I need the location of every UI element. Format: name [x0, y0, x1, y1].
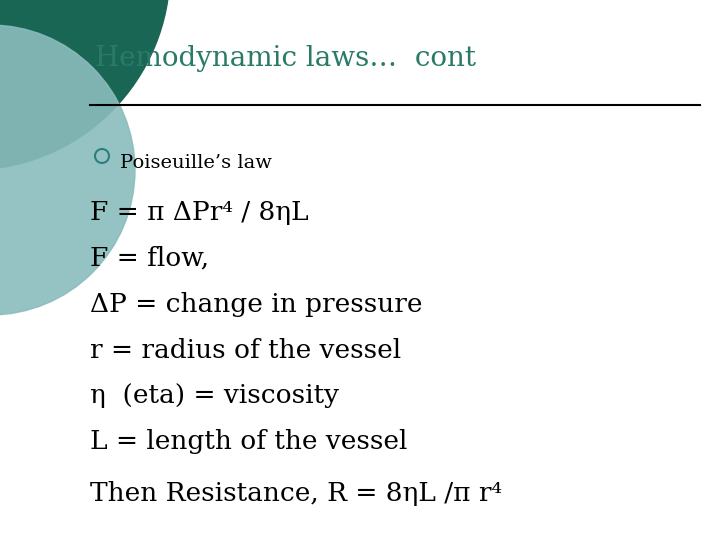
Text: ΔP = change in pressure: ΔP = change in pressure: [90, 292, 423, 316]
Circle shape: [0, 25, 135, 315]
Text: r = radius of the vessel: r = radius of the vessel: [90, 338, 401, 362]
Text: η  (eta) = viscosity: η (eta) = viscosity: [90, 383, 339, 408]
Text: F = flow,: F = flow,: [90, 246, 209, 271]
Text: Poiseuille’s law: Poiseuille’s law: [120, 154, 272, 172]
Text: Hemodynamic laws…  cont: Hemodynamic laws… cont: [95, 45, 476, 72]
Text: L = length of the vessel: L = length of the vessel: [90, 429, 408, 454]
Text: Then Resistance, R = 8ηL /π r⁴: Then Resistance, R = 8ηL /π r⁴: [90, 481, 502, 505]
Circle shape: [0, 0, 170, 170]
Text: F = π ΔPr⁴ / 8ηL: F = π ΔPr⁴ / 8ηL: [90, 200, 309, 225]
